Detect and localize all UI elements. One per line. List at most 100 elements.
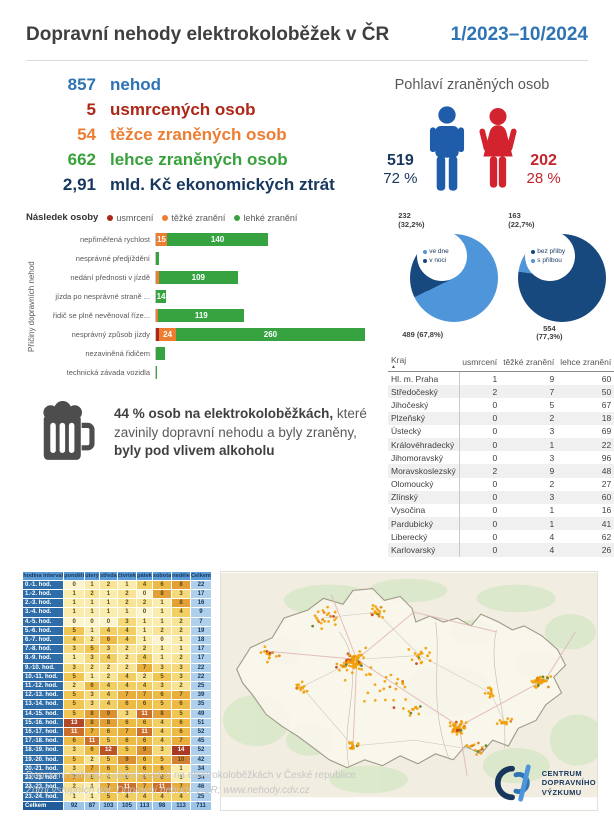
table-cell: 67 <box>601 399 612 410</box>
accident-dot <box>334 616 338 619</box>
accident-dot <box>364 673 368 676</box>
bar-segment: 14 <box>156 289 167 303</box>
table-row: Pardubický 0 1 41 <box>388 517 614 531</box>
donut-legend-item: s přilbou <box>531 257 575 264</box>
table-cell: 1 <box>458 371 501 386</box>
heatmap-cell: 11 <box>116 782 138 793</box>
heatmap-cell: 8 <box>98 717 118 729</box>
donut-legend-item: bez přilby <box>531 248 575 255</box>
accident-dot <box>374 611 378 615</box>
heatmap-row: 8.-9. hod. 1 3 4 2 4 1 2 17 <box>21 653 213 664</box>
accident-dot <box>533 678 537 682</box>
footer-description: Dopravní nehody s účastí jezdců na elekt… <box>26 770 356 781</box>
female-stats: 202 28 % <box>527 152 561 187</box>
heatmap-row: 16.-17. hod. 11 7 6 7 11 4 6 52 <box>21 727 213 738</box>
heatmap-row: 7.-8. hod. 3 5 3 2 2 1 1 17 <box>21 644 213 655</box>
heatmap-row: 22.-23. hod. 2 1 7 11 7 11 7 46 <box>21 782 213 793</box>
heatmap-cell: 6 <box>136 699 153 710</box>
table-header[interactable]: lehce zranění <box>557 354 614 372</box>
accident-dot <box>271 650 274 654</box>
table-cell: Vysočina <box>391 505 426 516</box>
table-cell: 0 <box>458 451 501 465</box>
heatmap-row: 20.-21. hod. 3 7 6 5 6 6 1 34 <box>21 763 213 775</box>
heatmap-cell: 4 <box>151 736 173 747</box>
accident-dot <box>510 717 514 721</box>
bar-track: 119 <box>155 308 366 322</box>
bar-row: jízda po nesprávné straně ... 14 <box>38 288 366 304</box>
heatmap-row: 18.-19. hod. 3 6 12 5 9 3 14 52 <box>21 745 213 756</box>
table-cell: 4 <box>549 531 555 542</box>
accident-dot <box>329 614 332 618</box>
heatmap-header: pátek <box>136 570 153 581</box>
heatmap-row: 17.-18. hod. 6 11 5 6 6 4 7 45 <box>21 736 213 747</box>
accident-dot <box>459 728 463 732</box>
heatmap-cell: 6 <box>84 745 100 756</box>
table-cell: 0 <box>458 490 501 504</box>
accident-dot <box>344 662 348 666</box>
accident-dot <box>478 748 482 752</box>
accident-dot <box>327 619 330 623</box>
heatmap-cell: 1 <box>171 635 191 646</box>
accident-dot <box>392 698 396 702</box>
causes-bar-chart: Následek osoby usmrcení těžké zranění lehké… <box>26 212 376 383</box>
accident-dot <box>350 740 354 744</box>
bar-category-label: technická závada vozidla <box>66 367 150 377</box>
footer: Dopravní nehody s účastí jezdců na elekt… <box>26 763 596 803</box>
accident-dot <box>377 614 381 618</box>
hour-label: 3.-4. hod. <box>21 607 65 618</box>
table-cell: 2 <box>458 464 501 478</box>
accident-dot <box>350 671 354 674</box>
accident-dot <box>500 721 504 725</box>
heatmap-cell: 1 <box>84 598 100 609</box>
accident-dot <box>424 646 428 650</box>
heatmap-cell: 7 <box>171 690 191 701</box>
accident-dot <box>477 741 480 744</box>
male-stats: 519 72 % <box>383 152 417 187</box>
heatmap-cell: 4 <box>151 717 173 729</box>
hour-label: 7.-8. hod. <box>21 644 65 655</box>
accident-dot <box>322 610 326 614</box>
accident-dot <box>351 655 354 659</box>
row-total: 45 <box>189 736 213 747</box>
heatmap-cell: 2 <box>116 589 138 600</box>
accident-dot <box>483 691 487 695</box>
heatmap-cell: 4 <box>136 579 153 591</box>
bar-row: nepřiměřená rychlost 15 140 <box>38 231 366 247</box>
table-header[interactable]: Kraj ▲ <box>388 354 460 372</box>
accident-dot <box>404 697 408 701</box>
accident-dot <box>479 751 483 755</box>
heatmap-row: 5.-6. hod. 5 1 4 4 1 2 2 19 <box>21 625 213 637</box>
table-header[interactable]: těžké zranění <box>500 354 558 372</box>
table-cell: 96 <box>601 452 612 463</box>
heatmap-cell: 6 <box>63 736 86 747</box>
heatmap-header: hodina interval <box>21 570 65 581</box>
bar-segment <box>156 365 157 379</box>
middle-section: Následek osoby usmrcení těžké zranění lehké… <box>0 200 614 557</box>
header-divider <box>26 60 588 61</box>
row-total: 46 <box>189 782 213 793</box>
heatmap-cell: 1 <box>151 607 173 618</box>
accident-dot <box>378 609 382 613</box>
heatmap-cell: 14 <box>171 745 191 756</box>
accident-dots <box>259 603 553 756</box>
heatmap-cell: 7 <box>136 662 153 673</box>
accident-dot <box>541 675 545 678</box>
table-header[interactable]: usmrcení <box>459 354 501 372</box>
donut-callout-bottom: 489 (67,8%) <box>402 330 444 340</box>
heatmap-cell: 5 <box>63 671 86 683</box>
hour-label: 2.-3. hod. <box>21 598 65 609</box>
accident-dot <box>265 649 269 653</box>
accident-dot <box>536 683 540 687</box>
accident-dot <box>357 655 360 659</box>
heatmap-cell: 1 <box>151 598 173 609</box>
table-cell: 48 <box>601 465 612 476</box>
stat-label: usmrcených osob <box>110 100 256 119</box>
donut-callout-top: 232 (32,2%) <box>398 211 425 229</box>
heatmap-cell: 6 <box>136 736 153 747</box>
table-cell: 62 <box>601 531 612 542</box>
accident-dot <box>321 617 324 621</box>
donut-legend: bez přilby s přilbou <box>525 231 576 281</box>
accident-dot <box>366 691 370 694</box>
accident-dot <box>378 689 382 692</box>
hour-label: 19.-20. hod. <box>21 754 65 765</box>
